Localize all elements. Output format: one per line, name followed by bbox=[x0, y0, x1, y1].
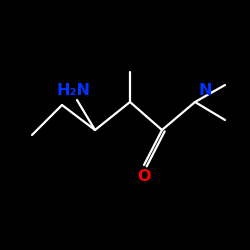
Text: H₂N: H₂N bbox=[56, 83, 90, 98]
Text: O: O bbox=[137, 169, 151, 184]
Text: N: N bbox=[199, 83, 212, 98]
